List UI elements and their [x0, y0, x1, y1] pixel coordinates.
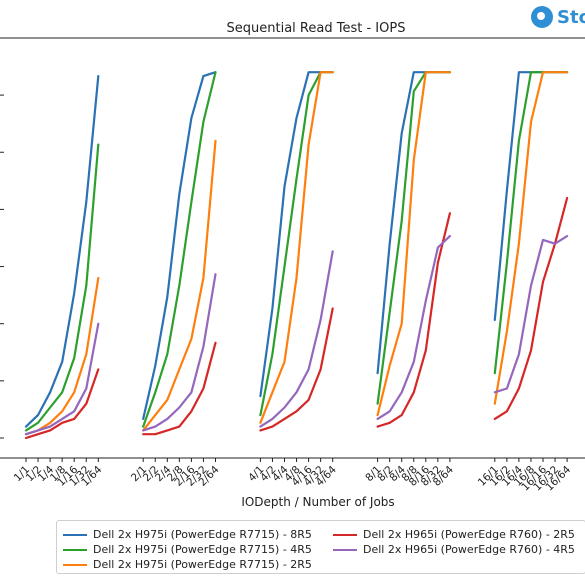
- legend-item: Dell 2x H965i (PowerEdge R760) - 4R5: [333, 543, 575, 557]
- series-line-1-group-3: [376, 71, 451, 405]
- series-line-4-group-0: [24, 322, 100, 436]
- legend-label: Dell 2x H975i (PowerEdge R7715) - 8R5: [93, 528, 312, 541]
- series-line-3-group-0: [24, 368, 100, 440]
- series-line-3-group-4: [493, 196, 569, 420]
- legend-swatch: [63, 563, 87, 567]
- x-axis-label: IODepth / Number of Jobs: [241, 495, 394, 509]
- legend-label: Dell 2x H965i (PowerEdge R760) - 2R5: [363, 528, 575, 541]
- series-layer: [24, 71, 569, 440]
- series-line-4-group-4: [493, 235, 569, 394]
- legend-item: Dell 2x H965i (PowerEdge R760) - 2R5: [333, 528, 575, 542]
- chart-plot: Sequential Read Test - IOPS 1/11/21/41/8…: [0, 21, 585, 509]
- legend-item: Dell 2x H975i (PowerEdge R7715) - 4R5: [63, 543, 312, 557]
- axes: [0, 37, 585, 462]
- legend-label: Dell 2x H975i (PowerEdge R7715) - 4R5: [93, 543, 312, 556]
- series-line-2-group-4: [493, 71, 569, 405]
- series-line-1-group-0: [24, 143, 100, 432]
- series-line-0-group-0: [24, 74, 100, 428]
- logo-icon: [531, 6, 553, 28]
- legend-item: Dell 2x H975i (PowerEdge R7715) - 8R5: [63, 528, 312, 542]
- chart-title: Sequential Read Test - IOPS: [227, 21, 406, 36]
- series-line-0-group-2: [259, 71, 334, 398]
- legend-swatch: [333, 548, 357, 552]
- series-line-0-group-1: [142, 71, 217, 420]
- legend-swatch: [333, 533, 357, 537]
- series-line-4-group-2: [259, 250, 334, 428]
- series-line-3-group-3: [376, 212, 451, 428]
- series-line-2-group-1: [142, 139, 217, 432]
- legend-swatch: [63, 533, 87, 537]
- legend-swatch: [63, 548, 87, 552]
- logo-text: Sto: [557, 6, 585, 28]
- x-tick-labels: 1/11/21/41/81/161/321/64 2/12/22/42/82/16…: [12, 463, 574, 493]
- series-line-2-group-3: [376, 71, 451, 417]
- legend-item: Dell 2x H975i (PowerEdge R7715) - 2R5: [63, 558, 312, 572]
- series-line-2-group-2: [259, 71, 334, 424]
- series-line-1-group-1: [142, 71, 217, 428]
- series-line-3-group-2: [259, 307, 334, 432]
- chart-legend: Dell 2x H975i (PowerEdge R7715) - 8R5 De…: [56, 520, 585, 574]
- series-line-4-group-1: [142, 273, 217, 432]
- legend-label: Dell 2x H975i (PowerEdge R7715) - 2R5: [93, 558, 312, 571]
- legend-label: Dell 2x H965i (PowerEdge R760) - 4R5: [363, 543, 575, 556]
- series-line-4-group-3: [376, 235, 451, 420]
- series-line-3-group-1: [142, 341, 217, 436]
- storagereview-logo: Sto: [531, 6, 585, 28]
